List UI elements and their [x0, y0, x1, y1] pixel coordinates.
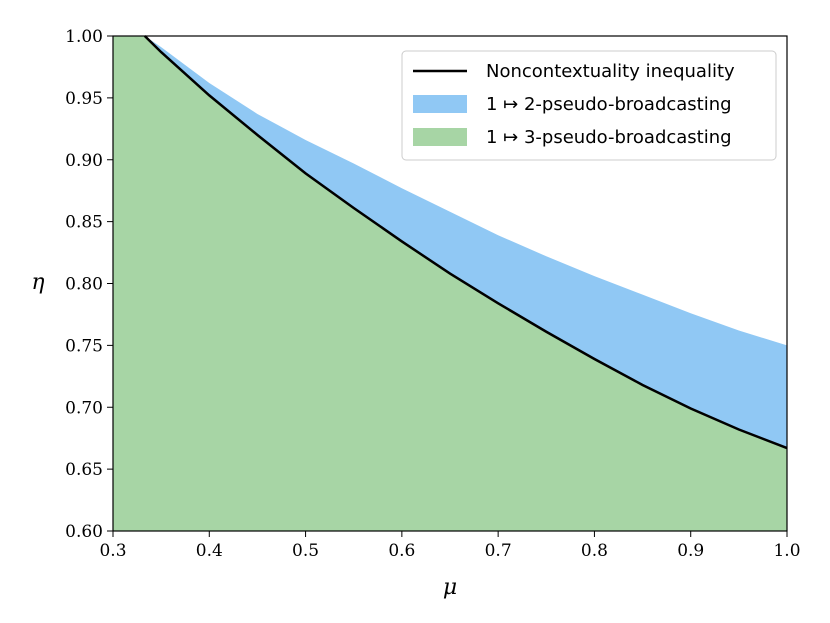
legend-swatch-2-broadcasting	[413, 95, 467, 113]
legend-label-3-broadcasting: 1 ↦ 3-pseudo-broadcasting	[486, 127, 732, 148]
y-tick-label: 0.85	[65, 213, 103, 233]
legend-label-noncontextuality: Noncontextuality inequality	[486, 61, 735, 82]
x-tick-label: 0.3	[99, 541, 126, 561]
legend-box	[401, 50, 777, 161]
y-tick-label: 0.65	[65, 460, 103, 480]
x-tick-label: 0.5	[292, 541, 319, 561]
plot-lines	[143, 35, 788, 450]
y-tick-label: 0.60	[65, 522, 103, 542]
legend-label-2-broadcasting: 1 ↦ 2-pseudo-broadcasting	[486, 94, 732, 115]
x-tick-label: 0.6	[388, 541, 415, 561]
x-tick-label: 0.8	[581, 541, 608, 561]
x-tick-label: 1.0	[773, 541, 800, 561]
y-axis-label: η	[31, 270, 44, 295]
y-tick-label: 0.90	[65, 151, 103, 171]
legend: Noncontextuality inequality 1 ↦ 2-pseudo…	[401, 50, 777, 161]
x-tick-label: 0.4	[196, 541, 223, 561]
x-tick-label: 0.9	[677, 541, 704, 561]
y-tick-label: 0.75	[65, 336, 103, 356]
x-axis-label: μ	[443, 575, 457, 600]
y-tick-label: 0.80	[65, 275, 103, 295]
x-tick-label: 0.7	[485, 541, 512, 561]
y-tick-label: 0.70	[65, 398, 103, 418]
y-tick-label: 0.95	[65, 89, 103, 109]
legend-swatch-3-broadcasting	[413, 128, 467, 146]
area-3-pseudo-broadcasting	[113, 36, 787, 531]
ticks: 0.3 0.4 0.5 0.6 0.7 0.8 0.9 1.0 0.60 0.65 0.70 0.75…	[65, 27, 800, 561]
y-tick-label: 1.00	[65, 27, 103, 47]
line-noncontextuality-inequality	[143, 35, 788, 450]
